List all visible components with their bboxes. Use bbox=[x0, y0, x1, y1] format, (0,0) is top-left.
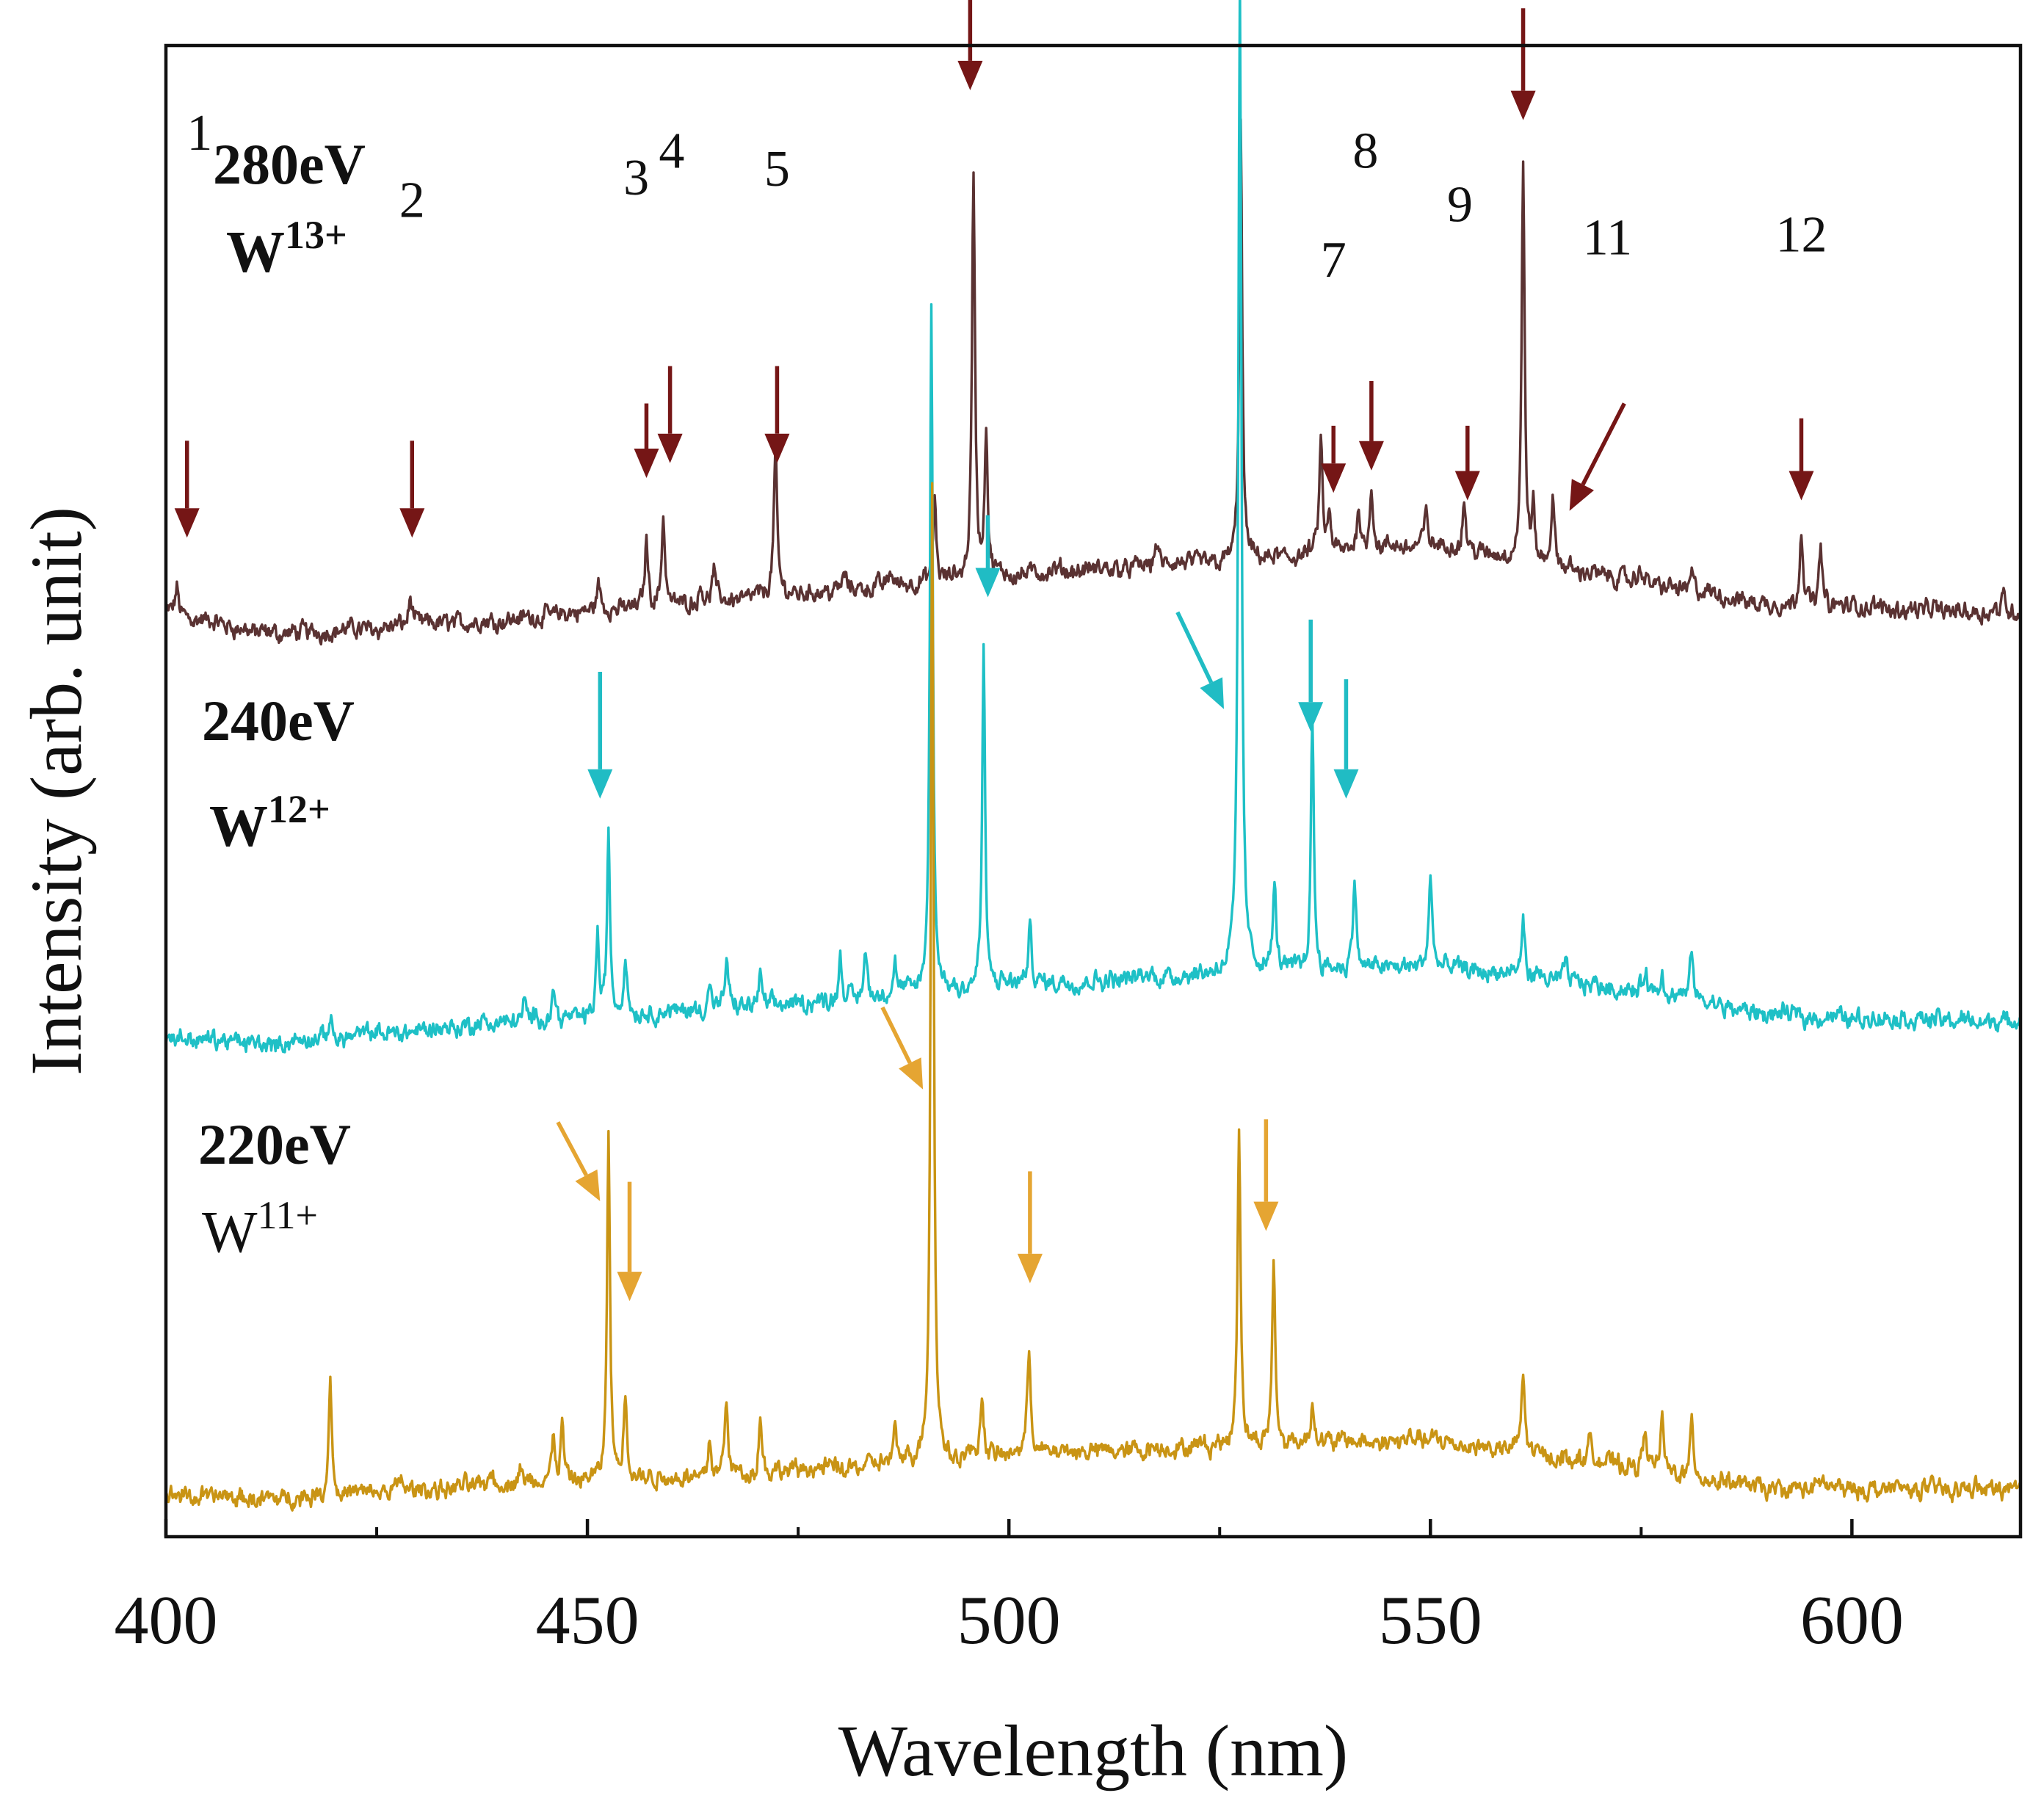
peak-marker-280eV-6: 6 bbox=[957, 0, 983, 90]
arrow-head bbox=[1253, 1201, 1279, 1231]
arrow-head bbox=[1358, 441, 1384, 471]
spectrum-line-240eV bbox=[164, 0, 2022, 1054]
peak-number-label: 7 bbox=[1321, 232, 1347, 289]
peak-marker-240eV-5 bbox=[1333, 679, 1359, 799]
peak-marker-280eV-4: 4 bbox=[657, 123, 684, 463]
series-280eV bbox=[164, 117, 2022, 646]
peak-marker-280eV-1: 1 bbox=[174, 105, 212, 538]
spectrum-line-280eV bbox=[164, 117, 2022, 646]
axes: 400 450 500 550 600 Wavelength (nm) Intensity … bbox=[15, 43, 2023, 1792]
arrow-head bbox=[399, 508, 425, 538]
arrow-head bbox=[1569, 479, 1594, 511]
arrow-head bbox=[1454, 471, 1480, 501]
energy-label: 240eV bbox=[202, 689, 355, 753]
peak-number-label: 9 bbox=[1447, 177, 1473, 233]
arrow-shaft bbox=[1175, 611, 1214, 684]
x-axis-title: Wavelength (nm) bbox=[838, 1710, 1348, 1792]
arrow-shaft bbox=[880, 1006, 912, 1065]
peak-marker-240eV-2 bbox=[975, 515, 1001, 598]
peak-number-label: 8 bbox=[1352, 123, 1378, 180]
series-240eV bbox=[164, 0, 2022, 1054]
ion-symbol: W bbox=[202, 1200, 258, 1265]
arrow-head bbox=[1298, 702, 1324, 732]
peak-number-label: 3 bbox=[623, 150, 649, 206]
peak-marker-220eV-2 bbox=[617, 1181, 642, 1302]
arrow-head bbox=[634, 449, 659, 478]
peak-number-label: 12 bbox=[1775, 206, 1827, 263]
energy-label: 220eV bbox=[198, 1112, 351, 1176]
peak-marker-220eV-5 bbox=[1253, 1119, 1279, 1231]
arrow-head bbox=[575, 1169, 601, 1201]
arrow-head bbox=[1510, 90, 1536, 120]
peak-marker-280eV-5: 5 bbox=[764, 141, 790, 463]
arrow-head bbox=[1200, 677, 1224, 709]
y-axis-title: Intensity (arb. unit) bbox=[15, 507, 97, 1076]
x-tick-label: 600 bbox=[1800, 1582, 1904, 1659]
peak-markers: 123456789101112 bbox=[174, 0, 1827, 1302]
ion-label: W12+ bbox=[209, 787, 330, 859]
peak-marker-280eV-12: 12 bbox=[1775, 206, 1827, 501]
arrow-head bbox=[1321, 463, 1347, 493]
arrow-shaft bbox=[556, 1121, 588, 1177]
peak-marker-280eV-10: 10 bbox=[1510, 8, 1536, 120]
arrow-head bbox=[975, 568, 1001, 598]
arrow-head bbox=[657, 433, 683, 463]
ion-charge: 13+ bbox=[285, 213, 347, 257]
series-label-280eV: 280eV W13+ bbox=[213, 132, 366, 285]
ion-symbol: W bbox=[209, 794, 268, 859]
peak-marker-280eV-8: 8 bbox=[1352, 123, 1384, 471]
peak-number-label: 11 bbox=[1583, 209, 1632, 266]
x-tick-label: 550 bbox=[1379, 1582, 1482, 1659]
peak-marker-280eV-3: 3 bbox=[623, 150, 659, 478]
peak-marker-240eV-3 bbox=[1175, 611, 1224, 709]
arrow-shaft bbox=[1581, 402, 1626, 486]
ion-charge: 12+ bbox=[268, 787, 330, 831]
peak-marker-220eV-4 bbox=[1017, 1171, 1043, 1283]
peak-number-label: 2 bbox=[399, 173, 425, 229]
peak-marker-280eV-2: 2 bbox=[399, 173, 425, 538]
series-label-240eV: 240eV W12+ bbox=[202, 689, 355, 859]
arrow-head bbox=[1788, 471, 1814, 501]
peak-number-label: 1 bbox=[186, 105, 212, 162]
plot-frame bbox=[164, 43, 2023, 1539]
peak-marker-220eV-1 bbox=[556, 1121, 601, 1201]
peak-marker-220eV-3 bbox=[880, 1006, 924, 1090]
ion-symbol: W bbox=[226, 220, 285, 285]
peak-number-label: 4 bbox=[659, 123, 684, 180]
arrow-head bbox=[1333, 769, 1359, 799]
arrow-head bbox=[617, 1272, 642, 1302]
x-tick-label: 500 bbox=[957, 1582, 1061, 1659]
peak-marker-280eV-7: 7 bbox=[1321, 232, 1347, 493]
arrow-head bbox=[174, 508, 200, 538]
peak-marker-280eV-9: 9 bbox=[1447, 177, 1480, 501]
arrow-head bbox=[587, 769, 613, 799]
series-label-220eV: 220eV W11+ bbox=[198, 1112, 351, 1265]
ion-label: W11+ bbox=[202, 1193, 318, 1265]
spectra-curves bbox=[164, 0, 2022, 1512]
peak-marker-240eV-4 bbox=[1298, 619, 1324, 732]
spectrum-line-220eV bbox=[164, 482, 2022, 1512]
energy-label: 280eV bbox=[213, 132, 366, 196]
arrow-head bbox=[1017, 1253, 1043, 1283]
series-220eV bbox=[164, 482, 2022, 1512]
arrow-head bbox=[899, 1057, 924, 1090]
ion-charge: 11+ bbox=[258, 1193, 318, 1237]
peak-number-label: 5 bbox=[764, 141, 790, 198]
x-tick-label: 450 bbox=[536, 1582, 639, 1659]
peak-marker-240eV-1 bbox=[587, 672, 613, 799]
arrow-head bbox=[957, 60, 983, 90]
x-tick-label: 400 bbox=[115, 1582, 218, 1659]
arrow-head bbox=[764, 433, 790, 463]
peak-marker-280eV-11: 11 bbox=[1569, 209, 1632, 511]
ion-label: W13+ bbox=[226, 213, 347, 285]
